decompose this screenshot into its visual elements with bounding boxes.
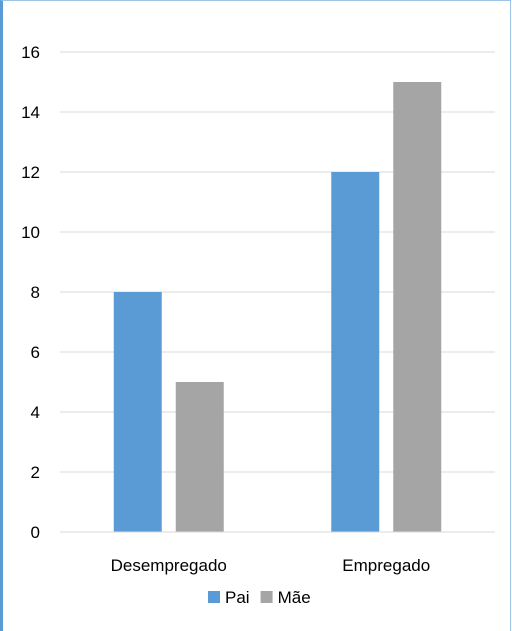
legend-swatch (208, 591, 220, 603)
legend-swatch (260, 591, 273, 603)
legend: Pai Mãe (208, 588, 311, 607)
y-axis-tick-labels: 0 2 4 6 8 10 12 14 16 (21, 43, 40, 542)
bar-mae-empregado (393, 82, 442, 532)
y-tick-label: 16 (21, 43, 40, 62)
y-tick-label: 6 (31, 343, 40, 362)
bar-mae-desempregado (175, 382, 224, 532)
bar-pai-empregado (331, 172, 380, 532)
x-axis-category-labels: Desempregado Empregado (111, 556, 431, 575)
legend-label: Mãe (278, 588, 311, 607)
x-category-label: Desempregado (111, 556, 227, 575)
y-tick-label: 0 (31, 523, 40, 542)
y-tick-label: 12 (21, 163, 40, 182)
y-tick-label: 14 (21, 103, 40, 122)
y-tick-label: 2 (31, 463, 40, 482)
bars (113, 82, 442, 532)
bar-pai-desempregado (113, 292, 162, 532)
y-tick-label: 10 (21, 223, 40, 242)
legend-label: Pai (225, 588, 250, 607)
y-tick-label: 8 (31, 283, 40, 302)
x-category-label: Empregado (342, 556, 430, 575)
y-tick-label: 4 (31, 403, 40, 422)
